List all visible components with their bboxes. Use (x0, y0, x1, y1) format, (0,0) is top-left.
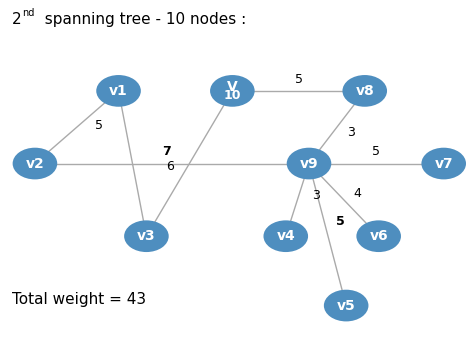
Text: 3: 3 (347, 126, 355, 139)
Text: 4: 4 (353, 187, 361, 200)
Circle shape (264, 220, 308, 252)
Text: v9: v9 (300, 157, 319, 171)
Text: v1: v1 (109, 84, 128, 98)
Circle shape (356, 220, 401, 252)
Text: 5: 5 (294, 73, 302, 86)
Text: 5: 5 (373, 146, 380, 158)
Circle shape (210, 75, 255, 107)
Text: Total weight = 43: Total weight = 43 (12, 292, 146, 307)
Text: v4: v4 (276, 229, 295, 243)
Text: spanning tree - 10 nodes :: spanning tree - 10 nodes : (35, 11, 246, 27)
Circle shape (96, 75, 141, 107)
Text: 5: 5 (95, 119, 103, 132)
Circle shape (421, 148, 466, 179)
Circle shape (13, 148, 57, 179)
Circle shape (324, 290, 368, 321)
Text: 10: 10 (224, 89, 241, 102)
Text: 7: 7 (162, 146, 171, 158)
Circle shape (287, 148, 331, 179)
Circle shape (124, 220, 169, 252)
Circle shape (342, 75, 387, 107)
Text: V: V (227, 80, 238, 94)
Text: v6: v6 (369, 229, 388, 243)
Text: 6: 6 (166, 160, 174, 173)
Text: v7: v7 (434, 157, 453, 171)
Text: v8: v8 (356, 84, 374, 98)
Text: 5: 5 (336, 215, 345, 227)
Text: v2: v2 (26, 157, 44, 171)
Text: v3: v3 (137, 229, 156, 243)
Text: 3: 3 (311, 189, 319, 202)
Text: nd: nd (22, 8, 35, 18)
Text: v5: v5 (337, 299, 356, 312)
Text: 2: 2 (12, 11, 21, 27)
